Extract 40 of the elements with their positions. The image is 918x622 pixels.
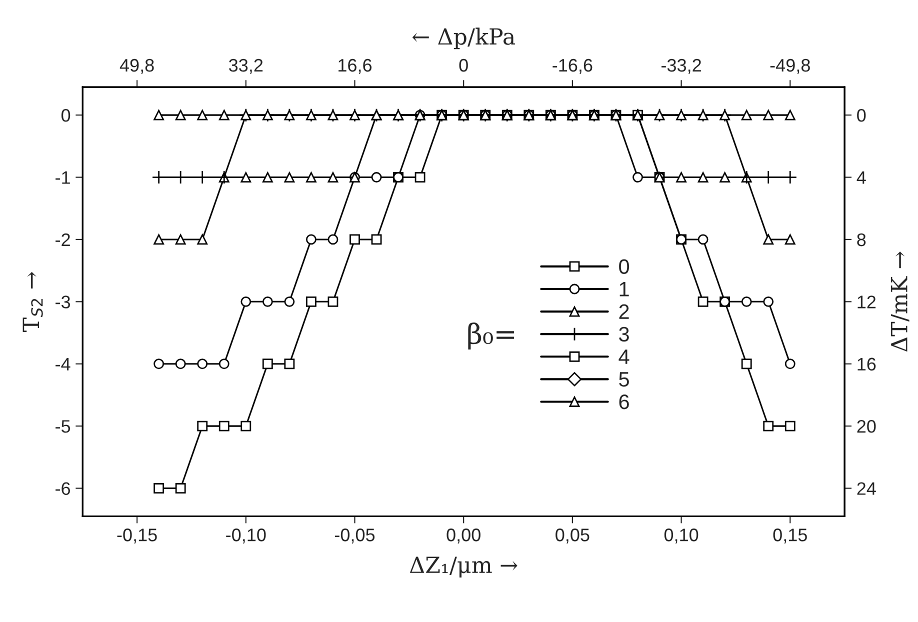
- y-tick-label: -2: [56, 233, 70, 246]
- y2-tick-label: 20: [857, 420, 876, 433]
- y2-tick-label: 8: [857, 233, 866, 246]
- y2-tick-label: 4: [856, 171, 866, 184]
- y-axis-title: T$_{S2}$ →: [22, 272, 43, 332]
- x2-tick-label: 33,2: [229, 58, 263, 74]
- y2-tick-label: 24: [857, 482, 876, 495]
- x-tick-label: 0,00: [446, 528, 480, 544]
- legend-label: 0: [619, 259, 630, 274]
- x2-tick-label: -49,8: [770, 58, 810, 74]
- legend-label: 2: [619, 304, 629, 319]
- y-tick-label: -3: [56, 296, 70, 308]
- x2-tick-label: -33,2: [662, 58, 701, 74]
- y2-tick-label: 16: [858, 358, 876, 371]
- x-axis-title: ΔZ₁/μm →: [410, 556, 518, 578]
- legend-label: 4: [618, 350, 630, 364]
- x-tick-label: -0,10: [226, 528, 266, 544]
- y2-axis-title: ΔT/mK →: [891, 252, 910, 352]
- x2-tick-label: 16,6: [338, 58, 372, 74]
- legend-label: 6: [619, 394, 629, 410]
- x-tick-label: 0,10: [664, 528, 698, 544]
- x2-tick-label: 0: [459, 58, 468, 72]
- y2-tick-label: 0: [857, 109, 866, 122]
- x-tick-label: -0,05: [334, 528, 375, 544]
- y-tick-label: 0: [61, 109, 70, 122]
- y-tick-label: -1: [56, 171, 70, 184]
- x2-tick-label: -16,6: [552, 58, 592, 74]
- x2-axis-title: ← Δp/kPa: [412, 28, 516, 50]
- legend-label: 5: [619, 372, 629, 387]
- legend-label: 1: [620, 282, 629, 296]
- legend-label: 3: [619, 326, 629, 342]
- x-tick-label: 0,05: [556, 528, 590, 544]
- x2-tick-label: 49,8: [120, 58, 154, 74]
- y-tick-label: -4: [56, 358, 70, 370]
- y-tick-label: -5: [56, 420, 70, 433]
- y2-tick-label: 12: [858, 296, 876, 308]
- x-tick-label: -0,15: [117, 528, 157, 544]
- y-tick-label: -6: [56, 482, 70, 495]
- legend-title: β₀=: [468, 322, 514, 350]
- x-tick-label: 0,15: [773, 528, 807, 544]
